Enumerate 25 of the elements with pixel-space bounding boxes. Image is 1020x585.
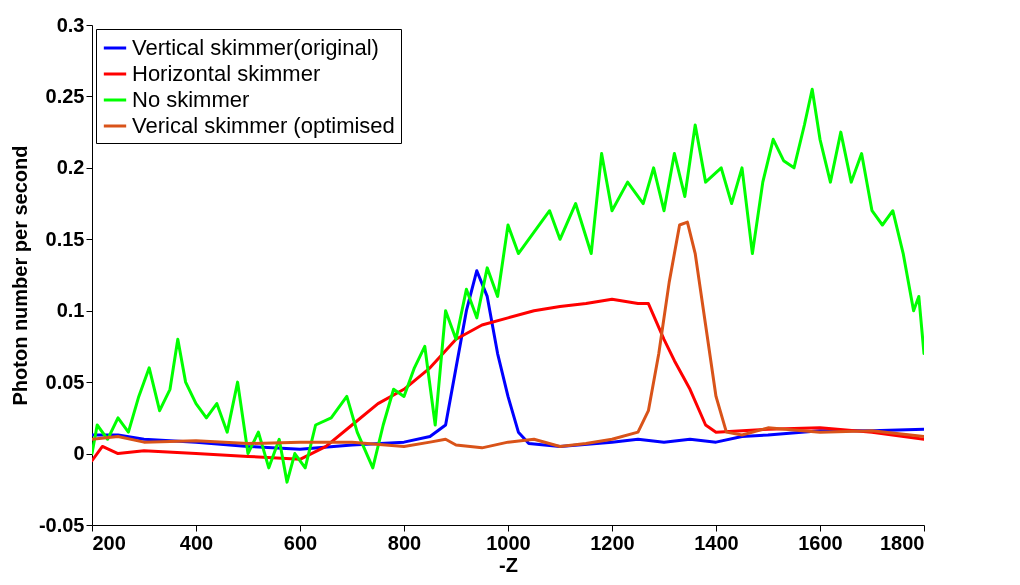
legend-label: Horizontal skimmer	[132, 61, 321, 86]
legend-label: Verical skimmer (optimised	[132, 113, 395, 138]
x-tick-label: 1200	[590, 531, 635, 554]
y-tick-label: 0.15	[45, 227, 85, 250]
x-tick-label: 400	[179, 531, 214, 554]
y-tick-label: -0.05	[38, 513, 85, 536]
y-tick-label: 0.3	[56, 13, 85, 36]
y-tick-label: 0.25	[45, 84, 85, 107]
x-axis-title: -Z	[499, 553, 518, 576]
x-tick-label: 1800	[880, 531, 925, 554]
x-tick-label: 1000	[486, 531, 531, 554]
y-tick-label: 0.2	[56, 156, 85, 179]
line-series	[92, 87, 924, 484]
legend-label: Vertical skimmer(original)	[132, 35, 379, 60]
line-series	[92, 220, 924, 450]
x-tick-label: 600	[283, 531, 318, 554]
x-tick-label: 1400	[694, 531, 739, 554]
y-tick-label: 0.1	[56, 299, 85, 322]
legend-label: No skimmer	[132, 87, 250, 112]
x-tick-label: 200	[92, 531, 126, 554]
x-tick-label: 1600	[798, 531, 843, 554]
y-axis-title: Photon number per second	[8, 145, 31, 406]
y-tick-label: 0	[73, 442, 85, 465]
x-tick-label: 800	[387, 531, 422, 554]
y-tick-label: 0.05	[45, 370, 85, 393]
